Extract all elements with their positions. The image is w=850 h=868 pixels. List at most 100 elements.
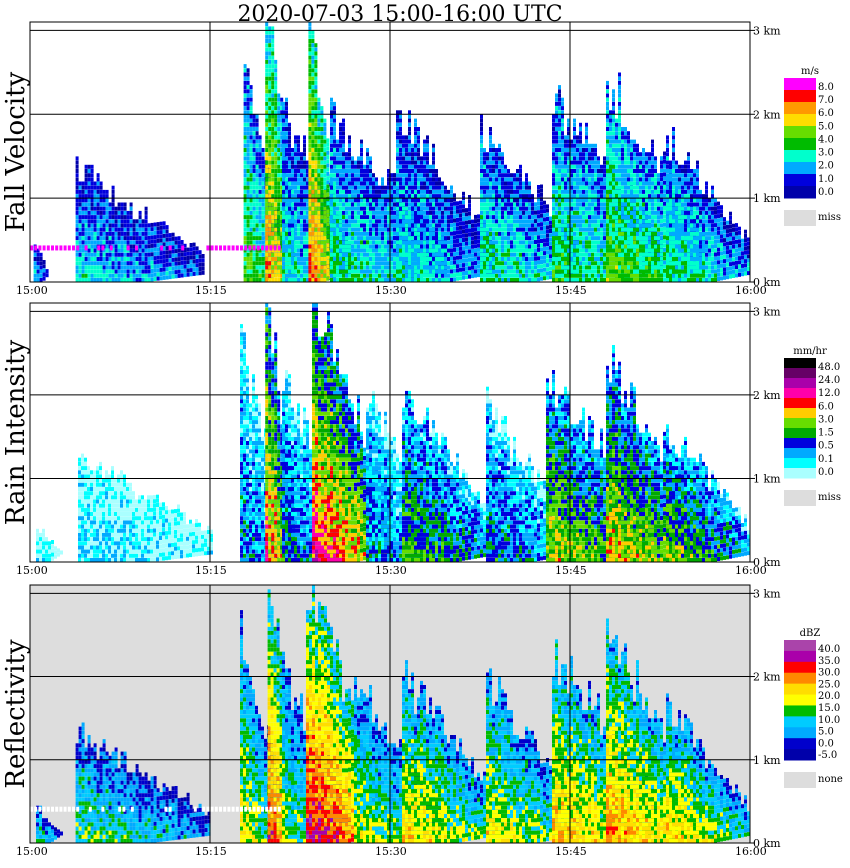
echo-cell [300,181,303,186]
echo-cell [271,173,275,178]
echo-cell [271,143,275,148]
echo-cell [303,189,306,194]
echo-cell [99,219,103,224]
echo-cell [162,225,166,230]
echo-cell [342,177,345,182]
echo-cell [504,194,507,199]
echo-cell [261,236,265,241]
echo-cell [280,206,284,211]
echo-cell [447,227,450,232]
echo-cell [75,210,79,215]
echo-cell [459,238,462,243]
echo-cell [93,194,97,199]
echo-cell [354,244,357,249]
echo-cell [277,164,281,169]
echo-cell [504,252,507,257]
echo-cell [399,189,402,194]
echo-cell [423,148,426,152]
echo-cell [308,177,312,182]
echo-cell [429,177,432,182]
echo-cell [81,236,85,241]
echo-cell [320,118,324,123]
echo-cell [33,265,37,270]
echo-cell [265,143,269,148]
echo-cell [399,236,402,241]
echo-cell [168,270,172,275]
echo-cell [308,55,312,60]
echo-cell [314,189,318,194]
echo-cell [249,219,253,224]
echo-cell [420,189,423,194]
echo-cell [300,244,303,249]
echo-cell [507,215,510,220]
echo-cell [417,156,420,161]
echo-cell [300,210,303,215]
echo-cell [274,160,278,165]
echo-cell [408,252,411,257]
echo-cell [297,173,300,178]
echo-cell [314,215,318,220]
echo-cell [363,252,366,257]
echo-cell [84,261,88,266]
echo-cell [333,194,336,199]
echo-cell [277,97,281,102]
echo-cell [465,275,468,280]
echo-cell [138,252,142,257]
echo-cell [252,156,256,161]
echo-cell [390,265,393,270]
echo-cell [537,226,540,231]
echo-cell [162,275,166,280]
echo-cell [372,248,375,253]
echo-cell [519,181,522,186]
echo-cell [336,240,339,245]
echo-cell [498,202,501,207]
echo-cell [129,252,133,257]
echo-cell [438,257,441,261]
echo-cell [255,177,259,182]
echo-cell [507,231,510,236]
echo-cell [468,215,471,220]
echo-cell [336,227,339,232]
echo-cell [192,263,196,268]
echo-cell [246,76,250,81]
echo-cell [320,248,324,253]
echo-cell [474,227,477,232]
echo-cell [265,185,269,190]
echo-cell [246,278,250,282]
echo-cell [399,185,402,190]
echo-cell [498,244,501,249]
echo-cell [111,248,115,253]
echo-cell [417,269,420,274]
echo-cell [268,55,272,60]
echo-cell [489,244,492,249]
echo-cell [489,173,492,178]
echo-cell [192,251,196,255]
echo-cell [456,268,459,273]
echo-cell [265,236,269,241]
echo-cell [265,269,269,274]
echo-cell [414,127,417,131]
echo-cell [249,231,253,236]
echo-cell [447,189,450,194]
echo-cell [495,265,498,270]
echo-cell [271,164,275,169]
echo-cell [323,223,327,228]
echo-cell [117,236,121,241]
echo-cell [339,181,342,186]
echo-cell [486,198,489,203]
echo-cell [438,261,441,266]
echo-cell [438,236,441,241]
echo-cell [486,173,489,178]
echo-cell [456,205,459,210]
echo-cell [271,68,275,73]
echo-cell [300,265,303,270]
echo-cell [411,189,414,194]
echo-cell [378,240,381,245]
echo-cell [102,257,106,261]
echo-cell [336,148,339,152]
echo-cell [366,198,369,203]
echo-cell [108,265,112,270]
echo-cell [285,227,288,232]
echo-cell [135,269,139,274]
echo-cell [314,85,318,90]
